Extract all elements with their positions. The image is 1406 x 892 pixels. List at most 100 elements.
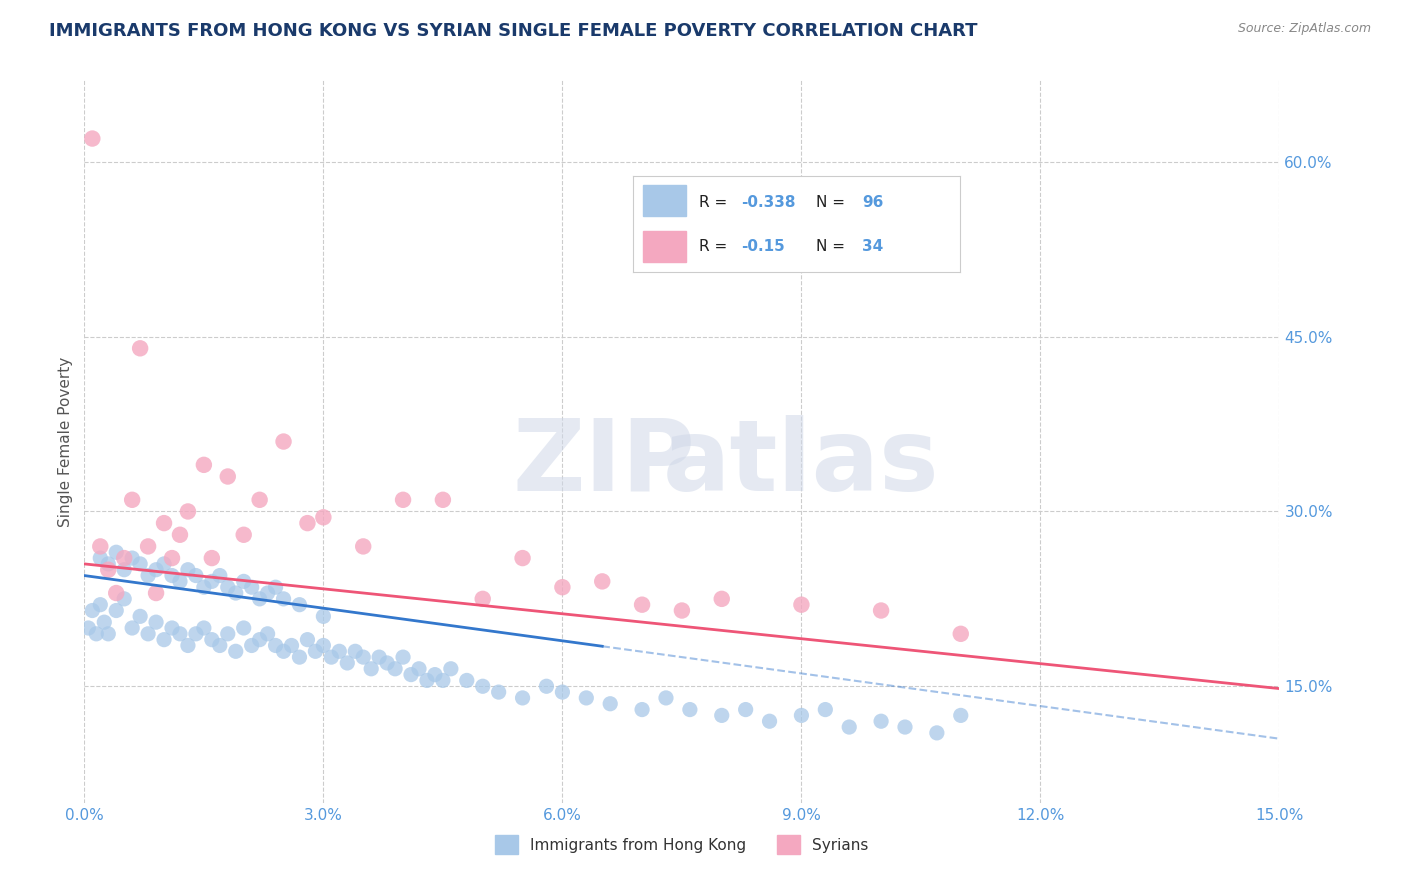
Point (153, 632, 176, 647)
Text: Source: ZipAtlas.com: Source: ZipAtlas.com (1237, 22, 1371, 36)
Point (129, 609, 152, 624)
Point (153, 516, 176, 530)
Point (97, 557, 120, 571)
Text: R =: R = (699, 195, 733, 211)
Point (416, 673, 439, 688)
Point (97, 627, 120, 641)
Point (145, 563, 167, 577)
Point (201, 551, 224, 566)
Point (77, 621, 100, 635)
Point (432, 492, 454, 507)
Text: -0.15: -0.15 (741, 239, 785, 254)
Point (264, 580, 287, 594)
Point (297, 632, 319, 647)
Point (297, 516, 319, 530)
Point (232, 528, 254, 542)
Point (89, 551, 111, 566)
Point (240, 580, 263, 594)
Point (82, 603, 104, 617)
Point (249, 591, 271, 606)
Point (575, 690, 598, 705)
Text: N =: N = (817, 239, 851, 254)
Point (112, 563, 135, 577)
Point (136, 540, 159, 554)
Point (488, 685, 510, 699)
Text: R =: R = (699, 239, 733, 254)
Point (136, 568, 159, 582)
Point (193, 621, 215, 635)
Point (121, 621, 143, 635)
Point (160, 551, 183, 566)
Point (82, 131, 104, 145)
Point (328, 644, 350, 658)
Point (201, 574, 224, 589)
Text: IMMIGRANTS FROM HONG KONG VS SYRIAN SINGLE FEMALE POVERTY CORRELATION CHART: IMMIGRANTS FROM HONG KONG VS SYRIAN SING… (49, 22, 977, 40)
Point (471, 591, 494, 606)
Point (384, 662, 406, 676)
Point (217, 627, 239, 641)
Point (208, 639, 231, 653)
Point (304, 644, 326, 658)
Point (375, 656, 398, 670)
Point (225, 644, 247, 658)
Point (790, 708, 813, 723)
Point (710, 591, 733, 606)
Point (249, 632, 271, 647)
Point (184, 627, 207, 641)
Point (440, 662, 463, 676)
Point (336, 656, 359, 670)
Point (232, 574, 254, 589)
Text: -0.338: -0.338 (741, 195, 796, 211)
Text: atlas: atlas (664, 415, 939, 512)
Point (193, 458, 215, 472)
Text: 34: 34 (862, 239, 883, 254)
Point (949, 708, 972, 723)
Point (814, 702, 837, 716)
Point (790, 598, 813, 612)
Point (177, 504, 200, 518)
Point (273, 591, 295, 606)
Legend: Immigrants from Hong Kong, Syrians: Immigrants from Hong Kong, Syrians (489, 830, 875, 860)
Point (232, 621, 254, 635)
Point (671, 603, 693, 617)
Point (631, 598, 654, 612)
Point (169, 528, 191, 542)
Point (536, 679, 558, 693)
Point (121, 551, 143, 566)
Point (193, 580, 215, 594)
Point (288, 650, 311, 665)
Point (838, 720, 860, 734)
Point (456, 673, 478, 688)
Point (312, 510, 335, 524)
Point (512, 690, 534, 705)
Point (105, 586, 128, 600)
Point (201, 632, 224, 647)
Point (184, 568, 207, 582)
Point (225, 586, 247, 600)
Point (949, 627, 972, 641)
Point (710, 708, 733, 723)
Point (153, 557, 176, 571)
Point (105, 603, 128, 617)
Point (169, 627, 191, 641)
Point (631, 702, 654, 716)
Point (256, 627, 278, 641)
Point (352, 540, 374, 554)
Text: 96: 96 (862, 195, 883, 211)
Point (217, 469, 239, 483)
Bar (643, 232, 686, 262)
Point (551, 580, 574, 594)
Point (368, 650, 391, 665)
Point (217, 580, 239, 594)
Point (321, 650, 343, 665)
Point (432, 673, 454, 688)
Point (352, 650, 374, 665)
Point (121, 492, 143, 507)
Point (273, 644, 295, 658)
Text: ZIP: ZIP (513, 415, 696, 512)
Point (734, 702, 756, 716)
Point (925, 726, 948, 740)
Point (208, 568, 231, 582)
Point (160, 568, 183, 582)
Point (423, 667, 446, 681)
